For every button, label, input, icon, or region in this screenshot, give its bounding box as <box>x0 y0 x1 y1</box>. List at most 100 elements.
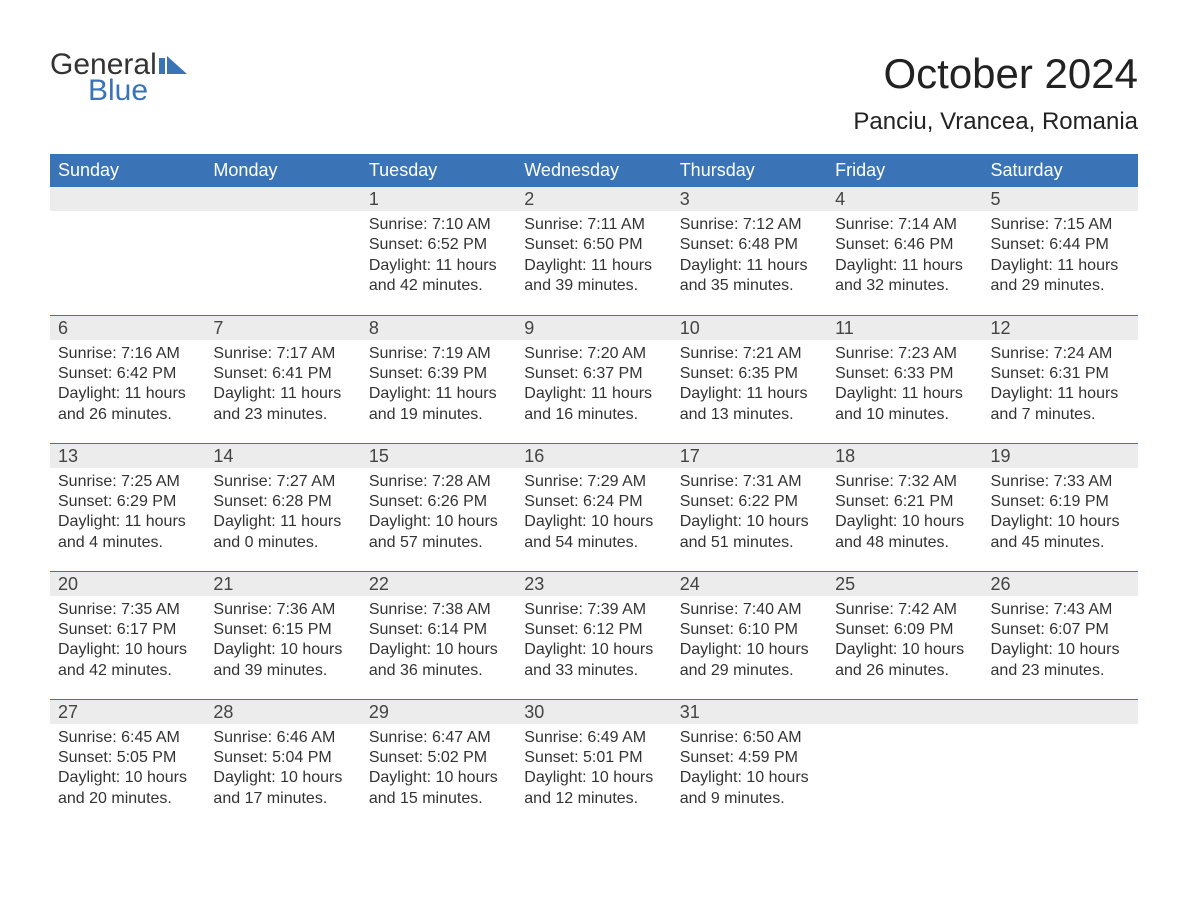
daylight-text: Daylight: 10 hours and 17 minutes. <box>213 768 352 809</box>
day-number: 18 <box>827 444 982 468</box>
daylight-text: Daylight: 11 hours and 10 minutes. <box>835 384 974 425</box>
col-header: Monday <box>205 154 360 187</box>
logo: General Blue <box>50 50 187 106</box>
calendar-week: 1Sunrise: 7:10 AMSunset: 6:52 PMDaylight… <box>50 187 1138 315</box>
sunrise-text: Sunrise: 7:42 AM <box>835 600 974 620</box>
day-number: 31 <box>672 700 827 724</box>
calendar-cell: 21Sunrise: 7:36 AMSunset: 6:15 PMDayligh… <box>205 571 360 699</box>
daylight-text: Daylight: 11 hours and 26 minutes. <box>58 384 197 425</box>
calendar-cell: 9Sunrise: 7:20 AMSunset: 6:37 PMDaylight… <box>516 315 671 443</box>
daylight-text: Daylight: 10 hours and 36 minutes. <box>369 640 508 681</box>
daylight-text: Daylight: 10 hours and 15 minutes. <box>369 768 508 809</box>
sunset-text: Sunset: 6:15 PM <box>213 620 352 640</box>
calendar-cell: 19Sunrise: 7:33 AMSunset: 6:19 PMDayligh… <box>983 443 1138 571</box>
sunset-text: Sunset: 6:22 PM <box>680 492 819 512</box>
calendar-week: 13Sunrise: 7:25 AMSunset: 6:29 PMDayligh… <box>50 443 1138 571</box>
sunset-text: Sunset: 6:17 PM <box>58 620 197 640</box>
day-number: 1 <box>361 187 516 211</box>
calendar-cell: 25Sunrise: 7:42 AMSunset: 6:09 PMDayligh… <box>827 571 982 699</box>
daylight-text: Daylight: 11 hours and 32 minutes. <box>835 256 974 297</box>
sunset-text: Sunset: 6:42 PM <box>58 364 197 384</box>
col-header: Sunday <box>50 154 205 187</box>
day-number: 11 <box>827 316 982 340</box>
daylight-text: Daylight: 11 hours and 29 minutes. <box>991 256 1130 297</box>
day-number: 17 <box>672 444 827 468</box>
sunrise-text: Sunrise: 7:19 AM <box>369 344 508 364</box>
sunrise-text: Sunrise: 7:29 AM <box>524 472 663 492</box>
day-body: Sunrise: 6:46 AMSunset: 5:04 PMDaylight:… <box>205 724 360 818</box>
daylight-text: Daylight: 10 hours and 39 minutes. <box>213 640 352 681</box>
daylight-text: Daylight: 10 hours and 57 minutes. <box>369 512 508 553</box>
sunset-text: Sunset: 5:04 PM <box>213 748 352 768</box>
day-body: Sunrise: 7:39 AMSunset: 6:12 PMDaylight:… <box>516 596 671 690</box>
sunset-text: Sunset: 6:07 PM <box>991 620 1130 640</box>
day-body: Sunrise: 7:11 AMSunset: 6:50 PMDaylight:… <box>516 211 671 305</box>
sunset-text: Sunset: 6:29 PM <box>58 492 197 512</box>
day-number: 27 <box>50 700 205 724</box>
day-number <box>983 700 1138 724</box>
day-number: 25 <box>827 572 982 596</box>
day-body: Sunrise: 7:36 AMSunset: 6:15 PMDaylight:… <box>205 596 360 690</box>
day-number: 15 <box>361 444 516 468</box>
sunrise-text: Sunrise: 7:38 AM <box>369 600 508 620</box>
sunrise-text: Sunrise: 7:20 AM <box>524 344 663 364</box>
daylight-text: Daylight: 10 hours and 42 minutes. <box>58 640 197 681</box>
sunset-text: Sunset: 6:26 PM <box>369 492 508 512</box>
sunrise-text: Sunrise: 7:33 AM <box>991 472 1130 492</box>
daylight-text: Daylight: 11 hours and 42 minutes. <box>369 256 508 297</box>
day-body <box>50 211 205 223</box>
logo-blue: Blue <box>88 76 187 106</box>
calendar-cell <box>983 699 1138 827</box>
calendar-week: 27Sunrise: 6:45 AMSunset: 5:05 PMDayligh… <box>50 699 1138 827</box>
daylight-text: Daylight: 11 hours and 39 minutes. <box>524 256 663 297</box>
calendar-cell: 13Sunrise: 7:25 AMSunset: 6:29 PMDayligh… <box>50 443 205 571</box>
day-number: 6 <box>50 316 205 340</box>
calendar-cell: 29Sunrise: 6:47 AMSunset: 5:02 PMDayligh… <box>361 699 516 827</box>
day-body: Sunrise: 7:31 AMSunset: 6:22 PMDaylight:… <box>672 468 827 562</box>
day-number: 7 <box>205 316 360 340</box>
day-body: Sunrise: 7:16 AMSunset: 6:42 PMDaylight:… <box>50 340 205 434</box>
col-header: Friday <box>827 154 982 187</box>
day-body: Sunrise: 7:12 AMSunset: 6:48 PMDaylight:… <box>672 211 827 305</box>
daylight-text: Daylight: 10 hours and 12 minutes. <box>524 768 663 809</box>
daylight-text: Daylight: 11 hours and 23 minutes. <box>213 384 352 425</box>
calendar-cell: 18Sunrise: 7:32 AMSunset: 6:21 PMDayligh… <box>827 443 982 571</box>
day-body: Sunrise: 7:32 AMSunset: 6:21 PMDaylight:… <box>827 468 982 562</box>
sunrise-text: Sunrise: 7:12 AM <box>680 215 819 235</box>
calendar-cell <box>827 699 982 827</box>
col-header: Wednesday <box>516 154 671 187</box>
day-number: 20 <box>50 572 205 596</box>
daylight-text: Daylight: 11 hours and 7 minutes. <box>991 384 1130 425</box>
sunrise-text: Sunrise: 7:28 AM <box>369 472 508 492</box>
sunset-text: Sunset: 6:37 PM <box>524 364 663 384</box>
calendar-cell: 27Sunrise: 6:45 AMSunset: 5:05 PMDayligh… <box>50 699 205 827</box>
calendar-cell: 3Sunrise: 7:12 AMSunset: 6:48 PMDaylight… <box>672 187 827 315</box>
day-number: 10 <box>672 316 827 340</box>
flag-icon <box>159 56 187 78</box>
sunrise-text: Sunrise: 7:16 AM <box>58 344 197 364</box>
sunrise-text: Sunrise: 7:17 AM <box>213 344 352 364</box>
calendar-table: Sunday Monday Tuesday Wednesday Thursday… <box>50 154 1138 827</box>
col-header: Thursday <box>672 154 827 187</box>
day-body: Sunrise: 6:45 AMSunset: 5:05 PMDaylight:… <box>50 724 205 818</box>
daylight-text: Daylight: 11 hours and 19 minutes. <box>369 384 508 425</box>
day-body: Sunrise: 7:21 AMSunset: 6:35 PMDaylight:… <box>672 340 827 434</box>
sunrise-text: Sunrise: 6:47 AM <box>369 728 508 748</box>
sunrise-text: Sunrise: 7:23 AM <box>835 344 974 364</box>
day-body: Sunrise: 7:33 AMSunset: 6:19 PMDaylight:… <box>983 468 1138 562</box>
day-body: Sunrise: 7:10 AMSunset: 6:52 PMDaylight:… <box>361 211 516 305</box>
sunset-text: Sunset: 6:24 PM <box>524 492 663 512</box>
sunset-text: Sunset: 5:01 PM <box>524 748 663 768</box>
calendar-cell: 20Sunrise: 7:35 AMSunset: 6:17 PMDayligh… <box>50 571 205 699</box>
sunset-text: Sunset: 5:02 PM <box>369 748 508 768</box>
daylight-text: Daylight: 11 hours and 13 minutes. <box>680 384 819 425</box>
calendar-cell <box>50 187 205 315</box>
calendar-cell: 6Sunrise: 7:16 AMSunset: 6:42 PMDaylight… <box>50 315 205 443</box>
sunset-text: Sunset: 6:09 PM <box>835 620 974 640</box>
sunrise-text: Sunrise: 6:50 AM <box>680 728 819 748</box>
day-body: Sunrise: 7:43 AMSunset: 6:07 PMDaylight:… <box>983 596 1138 690</box>
day-number: 8 <box>361 316 516 340</box>
sunset-text: Sunset: 6:41 PM <box>213 364 352 384</box>
calendar-cell: 26Sunrise: 7:43 AMSunset: 6:07 PMDayligh… <box>983 571 1138 699</box>
sunrise-text: Sunrise: 7:24 AM <box>991 344 1130 364</box>
